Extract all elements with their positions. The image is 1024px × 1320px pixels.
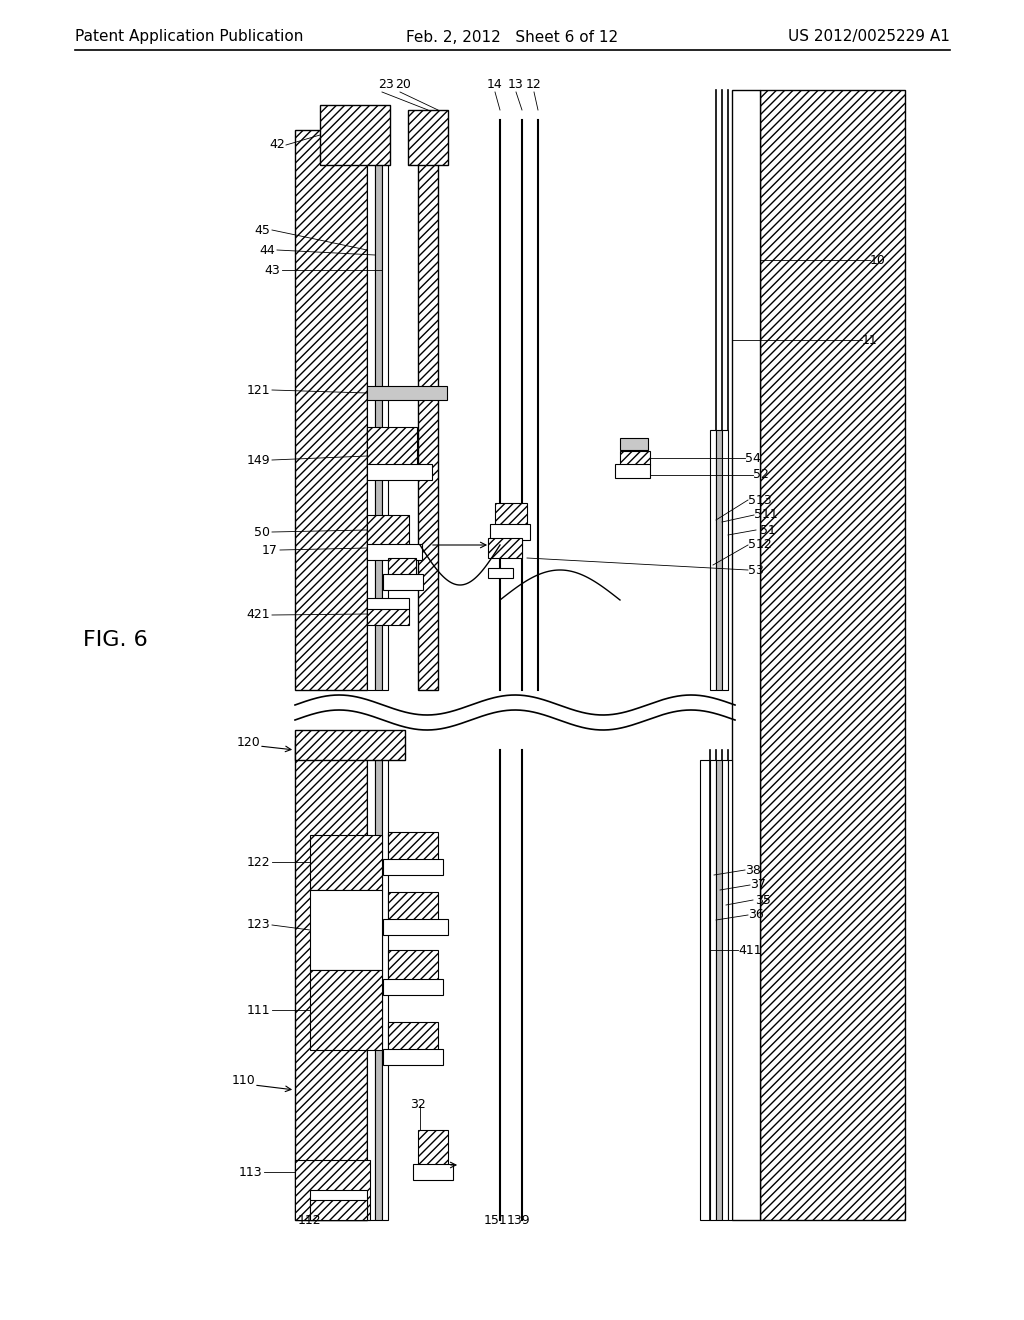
Text: FIG. 6: FIG. 6 [83, 630, 147, 649]
Text: 139: 139 [506, 1213, 529, 1226]
Text: Patent Application Publication: Patent Application Publication [75, 29, 303, 45]
Bar [319, 106, 390, 165]
Bar [310, 970, 382, 1049]
Bar [383, 859, 443, 875]
Text: 411: 411 [738, 944, 762, 957]
Text: 12: 12 [526, 78, 542, 91]
Bar [295, 741, 367, 1220]
Bar [367, 544, 422, 560]
Bar [388, 1022, 438, 1049]
Bar [388, 892, 438, 920]
Bar [310, 1191, 367, 1220]
Bar [383, 979, 443, 995]
Bar [722, 430, 728, 690]
Text: 151: 151 [484, 1213, 508, 1226]
Bar [488, 539, 522, 558]
Bar [310, 1200, 367, 1220]
Bar [732, 90, 760, 1220]
Text: 111: 111 [247, 1003, 270, 1016]
Text: 14: 14 [487, 78, 503, 91]
Text: 121: 121 [247, 384, 270, 396]
Text: Feb. 2, 2012   Sheet 6 of 12: Feb. 2, 2012 Sheet 6 of 12 [406, 29, 618, 45]
Bar [620, 451, 650, 465]
Text: 38: 38 [745, 863, 761, 876]
Bar [367, 129, 375, 690]
Bar [728, 760, 732, 1220]
Bar [490, 524, 530, 540]
Text: 42: 42 [269, 139, 285, 152]
Text: US 2012/0025229 A1: US 2012/0025229 A1 [788, 29, 950, 45]
Bar [310, 890, 382, 970]
Bar [413, 1164, 453, 1180]
Bar [383, 1049, 443, 1065]
Bar [367, 741, 375, 1220]
Text: 13: 13 [508, 78, 524, 91]
Text: 112: 112 [298, 1213, 322, 1226]
Bar [367, 426, 417, 465]
Bar [418, 150, 438, 690]
Bar [418, 1130, 449, 1166]
Bar [615, 465, 650, 478]
Bar [383, 574, 423, 590]
Text: 43: 43 [264, 264, 280, 276]
Text: 17: 17 [262, 544, 278, 557]
Bar [710, 760, 716, 1220]
Bar [310, 836, 382, 890]
Text: 44: 44 [259, 243, 275, 256]
Bar [383, 919, 449, 935]
Text: 52: 52 [753, 469, 769, 482]
Bar [388, 950, 438, 979]
Text: 511: 511 [754, 508, 778, 521]
Bar [375, 129, 382, 690]
Bar [760, 90, 905, 1220]
Bar [295, 1160, 370, 1220]
Text: 23: 23 [378, 78, 394, 91]
Text: 10: 10 [870, 253, 886, 267]
Bar [295, 730, 406, 760]
Bar [367, 515, 409, 545]
Text: 123: 123 [247, 919, 270, 932]
Bar [388, 832, 438, 861]
Bar [367, 385, 447, 400]
Text: 122: 122 [247, 855, 270, 869]
Text: 421: 421 [247, 609, 270, 622]
Bar [367, 609, 409, 624]
Text: 53: 53 [748, 564, 764, 577]
Bar [495, 503, 527, 525]
Bar [710, 430, 716, 690]
Bar [408, 110, 449, 165]
Bar [382, 129, 388, 690]
Text: 120: 120 [237, 735, 260, 748]
Text: 113: 113 [239, 1166, 262, 1179]
Bar [382, 741, 388, 1220]
Bar [716, 760, 722, 1220]
Text: 32: 32 [410, 1098, 426, 1111]
Bar [388, 558, 416, 576]
Bar [620, 438, 648, 450]
Text: 51: 51 [760, 524, 776, 536]
Bar [295, 129, 367, 690]
Text: 50: 50 [254, 525, 270, 539]
Bar [488, 568, 513, 578]
Bar [375, 741, 382, 1220]
Text: 54: 54 [745, 451, 761, 465]
Bar [367, 465, 432, 480]
Text: 512: 512 [748, 539, 772, 552]
Text: 513: 513 [748, 494, 772, 507]
Text: 45: 45 [254, 223, 270, 236]
Text: 37: 37 [750, 879, 766, 891]
Text: 149: 149 [247, 454, 270, 466]
Text: 11: 11 [862, 334, 878, 346]
Bar [722, 760, 728, 1220]
Bar [700, 760, 710, 1220]
Text: 20: 20 [395, 78, 411, 91]
Text: 36: 36 [748, 908, 764, 921]
Text: 110: 110 [231, 1073, 255, 1086]
Bar [716, 430, 722, 690]
Bar [367, 598, 409, 610]
Text: 35: 35 [755, 894, 771, 907]
